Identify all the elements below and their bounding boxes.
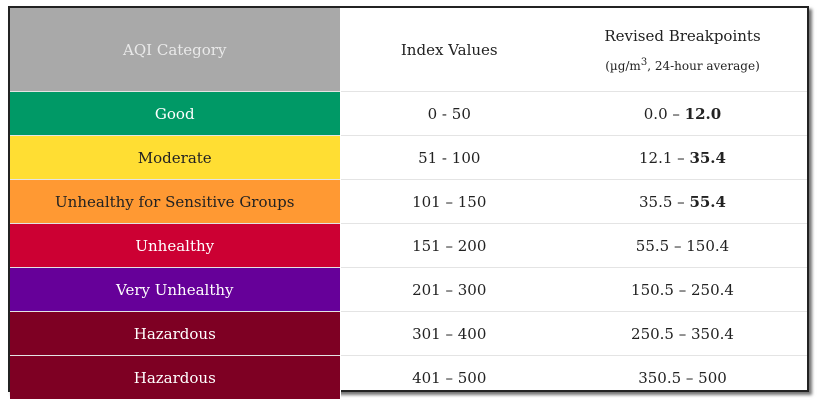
table-row: Hazardous 301 – 400 250.5 – 350.4 (10, 311, 807, 356)
table-row: Moderate 51 - 100 12.1 – 35.4 (10, 135, 807, 180)
breakpoint-low: 150.5 – (631, 280, 692, 299)
aqi-category-cell: Unhealthy (10, 223, 341, 268)
table-row: Good 0 - 50 0.0 – 12.0 (10, 91, 807, 136)
table-row: Very Unhealthy 201 – 300 150.5 – 250.4 (10, 267, 807, 312)
aqi-category-cell: Good (10, 91, 341, 136)
breakpoint-cell: 350.5 – 500 (558, 355, 807, 399)
breakpoint-cell: 12.1 – 35.4 (558, 135, 807, 180)
breakpoint-cell: 150.5 – 250.4 (558, 267, 807, 312)
breakpoint-low: 250.5 – (631, 324, 692, 343)
aqi-category-cell: Unhealthy for Sensitive Groups (10, 179, 341, 224)
breakpoint-cell: 55.5 – 150.4 (558, 223, 807, 268)
breakpoint-high: 350.4 (691, 324, 734, 343)
aqi-category-cell: Hazardous (10, 311, 341, 356)
breakpoint-low: 12.1 – (639, 148, 690, 167)
breakpoints-title: Revised Breakpoints (604, 26, 761, 45)
breakpoint-high: 35.4 (689, 148, 726, 167)
breakpoint-high: 250.4 (691, 280, 734, 299)
aqi-table-frame: AQI Category Index Values Revised Breakp… (8, 6, 809, 399)
breakpoint-cell: 0.0 – 12.0 (558, 91, 807, 136)
breakpoint-high: 500 (698, 368, 727, 387)
index-values-cell: 401 – 500 (340, 355, 558, 399)
aqi-table: AQI Category Index Values Revised Breakp… (10, 8, 807, 399)
unit-superscript: 3 (640, 56, 648, 68)
table-row: Unhealthy 151 – 200 55.5 – 150.4 (10, 223, 807, 268)
index-values-cell: 151 – 200 (340, 223, 558, 268)
unit-suffix: , 24-hour average) (647, 58, 760, 73)
breakpoint-low: 0.0 – (643, 104, 685, 123)
breakpoint-high: 150.4 (686, 236, 730, 255)
header-index-values: Index Values (400, 40, 498, 59)
index-values-cell: 101 – 150 (340, 179, 558, 224)
breakpoints-unit: (µg/m3, 24-hour average) (558, 57, 807, 73)
table-header-row: AQI Category Index Values Revised Breakp… (10, 8, 807, 92)
breakpoint-high: 12.0 (684, 104, 722, 123)
breakpoint-low: 55.5 – (635, 236, 687, 255)
unit-prefix: (µg/m (605, 58, 641, 73)
aqi-category-cell: Hazardous (10, 355, 341, 399)
index-values-cell: 201 – 300 (340, 267, 558, 312)
breakpoint-cell: 250.5 – 350.4 (558, 311, 807, 356)
breakpoint-cell: 35.5 – 55.4 (558, 179, 807, 224)
header-revised-breakpoints: Revised Breakpoints (µg/m3, 24-hour aver… (558, 8, 807, 92)
table-row: Unhealthy for Sensitive Groups 101 – 150 3… (10, 179, 807, 224)
index-values-cell: 51 - 100 (340, 135, 558, 180)
aqi-category-cell: Moderate (10, 135, 341, 180)
aqi-category-cell: Very Unhealthy (10, 267, 341, 312)
index-values-cell: 0 - 50 (340, 91, 558, 136)
table-row: Hazardous 401 – 500 350.5 – 500 (10, 355, 807, 399)
breakpoint-low: 350.5 – (638, 368, 699, 387)
header-aqi-category: AQI Category (10, 8, 341, 92)
index-values-cell: 301 – 400 (340, 311, 558, 356)
breakpoint-high: 55.4 (689, 192, 726, 211)
breakpoint-low: 35.5 – (639, 192, 690, 211)
